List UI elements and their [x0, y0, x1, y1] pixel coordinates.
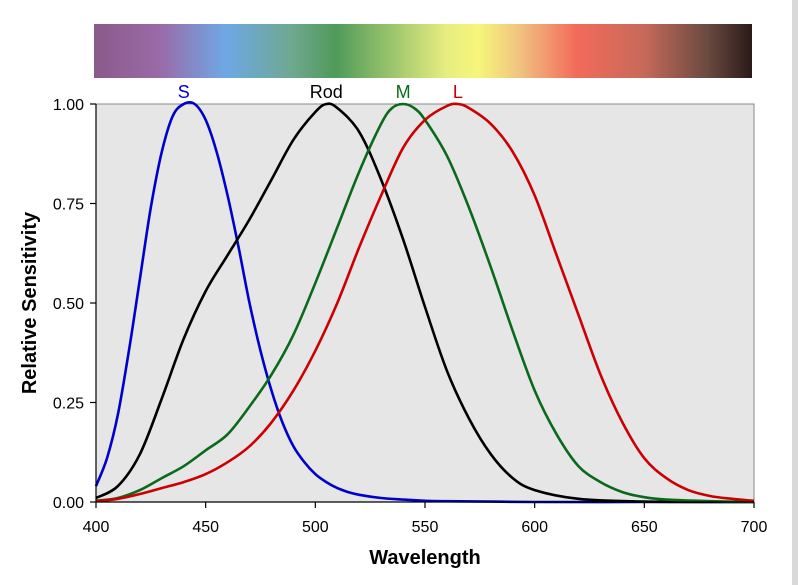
x-tick-label: 500: [302, 519, 329, 536]
series-line-l: [95, 102, 755, 503]
series-line-m: [95, 102, 755, 504]
y-tick-label: 0.00: [53, 495, 84, 512]
x-tick-label: 400: [83, 519, 110, 536]
y-tick-label: 0.75: [53, 197, 84, 214]
series-label-m: M: [396, 82, 411, 102]
x-axis-title: Wavelength: [369, 547, 481, 569]
x-tick-label: 450: [192, 519, 219, 536]
series-label-l: L: [453, 82, 463, 102]
x-tick-label: 650: [631, 519, 658, 536]
window-right-border: [792, 0, 798, 585]
y-tick-label: 0.25: [53, 396, 84, 413]
x-tick-label: 600: [521, 519, 548, 536]
y-tick-label: 0.50: [53, 296, 84, 313]
series-label-rod: Rod: [310, 82, 343, 102]
x-tick-label: 550: [412, 519, 439, 536]
y-tick-label: 1.00: [53, 97, 84, 114]
y-axis-title: Relative Sensitivity: [19, 211, 41, 394]
series-line-s: [94, 100, 754, 504]
x-tick-label: 700: [741, 519, 768, 536]
series-line-rod: [95, 102, 755, 504]
spectrum-bar: [94, 24, 752, 78]
series-label-s: S: [178, 82, 190, 102]
